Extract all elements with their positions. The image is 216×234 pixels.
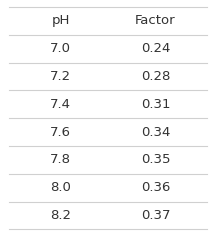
Text: 7.0: 7.0 bbox=[50, 42, 71, 55]
Text: 8.0: 8.0 bbox=[50, 181, 71, 194]
Text: 8.2: 8.2 bbox=[50, 209, 71, 222]
Text: 0.36: 0.36 bbox=[141, 181, 170, 194]
Text: 0.24: 0.24 bbox=[141, 42, 170, 55]
Text: 0.28: 0.28 bbox=[141, 70, 170, 83]
Text: 7.8: 7.8 bbox=[50, 153, 71, 166]
Text: 7.4: 7.4 bbox=[50, 98, 71, 111]
Text: pH: pH bbox=[51, 15, 70, 27]
Text: 7.2: 7.2 bbox=[50, 70, 71, 83]
Text: 0.34: 0.34 bbox=[141, 126, 170, 139]
Text: 0.35: 0.35 bbox=[141, 153, 170, 166]
Text: Factor: Factor bbox=[135, 15, 176, 27]
Text: 7.6: 7.6 bbox=[50, 126, 71, 139]
Text: 0.31: 0.31 bbox=[141, 98, 170, 111]
Text: 0.37: 0.37 bbox=[141, 209, 170, 222]
